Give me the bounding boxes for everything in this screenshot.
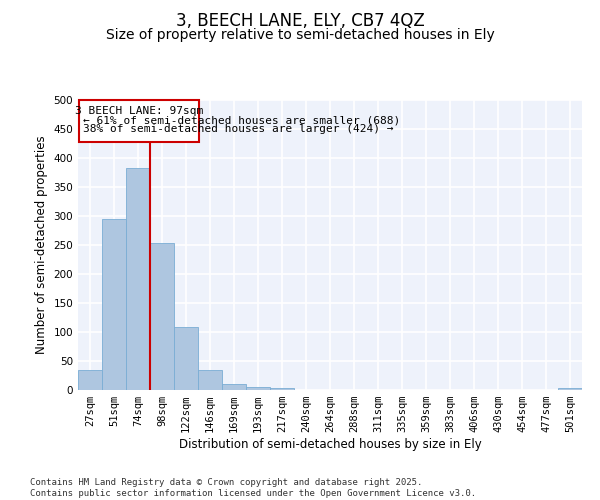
Y-axis label: Number of semi-detached properties: Number of semi-detached properties	[35, 136, 48, 354]
Text: 38% of semi-detached houses are larger (424) →: 38% of semi-detached houses are larger (…	[83, 124, 394, 134]
Bar	[174, 328, 198, 390]
Text: 3 BEECH LANE: 97sqm: 3 BEECH LANE: 97sqm	[75, 106, 203, 116]
Text: Contains HM Land Registry data © Crown copyright and database right 2025.
Contai: Contains HM Land Registry data © Crown c…	[30, 478, 476, 498]
Bar	[558, 388, 582, 390]
Text: ← 61% of semi-detached houses are smaller (688): ← 61% of semi-detached houses are smalle…	[83, 115, 400, 125]
Bar	[79, 100, 199, 142]
Text: 3, BEECH LANE, ELY, CB7 4QZ: 3, BEECH LANE, ELY, CB7 4QZ	[176, 12, 424, 30]
Bar	[246, 386, 270, 390]
Bar	[198, 370, 222, 390]
Bar	[102, 219, 126, 390]
Bar	[222, 384, 246, 390]
Bar	[78, 370, 102, 390]
Bar	[126, 168, 150, 390]
Text: Size of property relative to semi-detached houses in Ely: Size of property relative to semi-detach…	[106, 28, 494, 42]
Bar	[150, 244, 174, 390]
Bar	[270, 388, 294, 390]
X-axis label: Distribution of semi-detached houses by size in Ely: Distribution of semi-detached houses by …	[179, 438, 481, 451]
